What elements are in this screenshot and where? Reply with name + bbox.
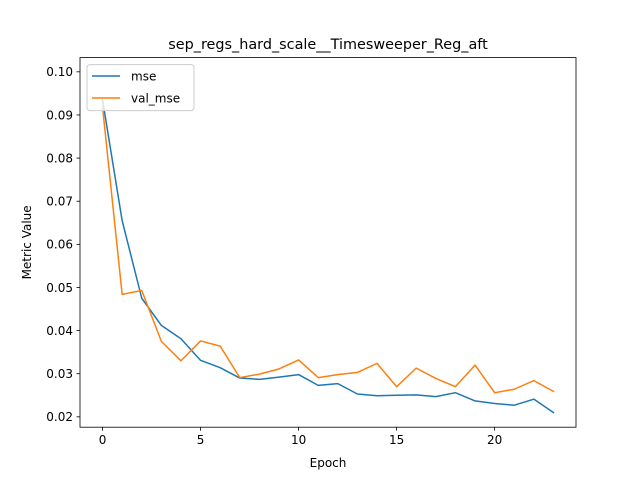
data-point-val-mse-15 xyxy=(396,386,398,388)
data-point-val-mse-11 xyxy=(317,377,319,379)
x-tick-label: 5 xyxy=(197,433,205,447)
data-point-val-mse-20 xyxy=(494,392,496,394)
data-point-mse-20 xyxy=(494,403,496,405)
data-point-val-mse-5 xyxy=(200,340,202,342)
data-point-mse-17 xyxy=(435,396,437,398)
x-tick-label: 10 xyxy=(291,433,306,447)
y-tick-label: 0.05 xyxy=(46,281,73,295)
x-axis-ticks: 0 5 10 15 20 xyxy=(99,427,502,447)
data-point-mse-11 xyxy=(317,385,319,387)
data-point-val-mse-14 xyxy=(376,363,378,365)
data-point-val-mse-23 xyxy=(553,391,555,393)
data-point-mse-4 xyxy=(180,338,182,340)
y-axis-label: Metric Value xyxy=(20,205,34,279)
data-point-val-mse-4 xyxy=(180,360,182,362)
data-point-val-mse-12 xyxy=(337,374,339,376)
data-point-val-mse-22 xyxy=(533,380,535,382)
x-tick-label: 15 xyxy=(389,433,404,447)
data-point-val-mse-8 xyxy=(259,373,261,375)
y-tick-label: 0.09 xyxy=(46,108,73,122)
data-point-val-mse-6 xyxy=(219,345,221,347)
data-point-val-mse-2 xyxy=(141,290,143,292)
x-tick-label: 0 xyxy=(99,433,107,447)
data-point-mse-9 xyxy=(278,376,280,378)
data-point-mse-18 xyxy=(455,392,457,394)
y-tick-label: 0.03 xyxy=(46,367,73,381)
data-point-val-mse-9 xyxy=(278,368,280,370)
data-point-mse-8 xyxy=(259,379,261,381)
x-axis-label: Epoch xyxy=(310,456,347,470)
data-point-val-mse-17 xyxy=(435,378,437,380)
y-axis-ticks: 0.02 0.03 0.04 0.05 0.06 0.07 0.08 0.09 0.10 xyxy=(46,65,80,424)
y-tick-label: 0.10 xyxy=(46,65,73,79)
series-line-mse xyxy=(101,98,555,414)
data-point-mse-13 xyxy=(357,393,359,395)
legend: mse val_mse xyxy=(86,64,195,112)
data-point-mse-21 xyxy=(514,404,516,406)
data-point-val-mse-13 xyxy=(357,372,359,374)
data-point-mse-12 xyxy=(337,383,339,385)
data-point-val-mse-18 xyxy=(455,386,457,388)
data-point-mse-15 xyxy=(396,395,398,397)
data-point-mse-16 xyxy=(415,394,417,396)
data-point-mse-6 xyxy=(219,367,221,369)
data-point-val-mse-3 xyxy=(161,341,163,343)
y-tick-label: 0.08 xyxy=(46,151,73,165)
data-point-val-mse-21 xyxy=(514,389,516,391)
series-line-val-mse xyxy=(101,106,555,394)
legend-label-val-mse: val_mse xyxy=(131,92,180,106)
data-point-val-mse-19 xyxy=(474,364,476,366)
y-tick-label: 0.06 xyxy=(46,238,73,252)
y-tick-label: 0.02 xyxy=(46,410,73,424)
data-point-mse-2 xyxy=(141,298,143,300)
legend-label-mse: mse xyxy=(131,70,156,84)
data-point-mse-22 xyxy=(533,398,535,400)
plot-series xyxy=(101,98,555,414)
data-point-mse-10 xyxy=(298,374,300,376)
data-point-mse-14 xyxy=(376,395,378,397)
data-point-val-mse-1 xyxy=(121,294,123,296)
data-point-mse-3 xyxy=(161,325,163,327)
data-point-val-mse-10 xyxy=(298,359,300,361)
data-point-mse-23 xyxy=(553,412,555,414)
data-point-mse-19 xyxy=(474,400,476,402)
data-point-val-mse-16 xyxy=(415,367,417,369)
y-tick-label: 0.04 xyxy=(46,324,73,338)
data-point-mse-5 xyxy=(200,360,202,362)
data-point-val-mse-7 xyxy=(239,377,241,379)
x-tick-label: 20 xyxy=(487,433,502,447)
chart-title: sep_regs_hard_scale__Timesweeper_Reg_aft xyxy=(168,37,488,53)
y-tick-label: 0.07 xyxy=(46,195,73,209)
plot-frame xyxy=(79,57,577,428)
data-point-mse-1 xyxy=(121,220,123,222)
